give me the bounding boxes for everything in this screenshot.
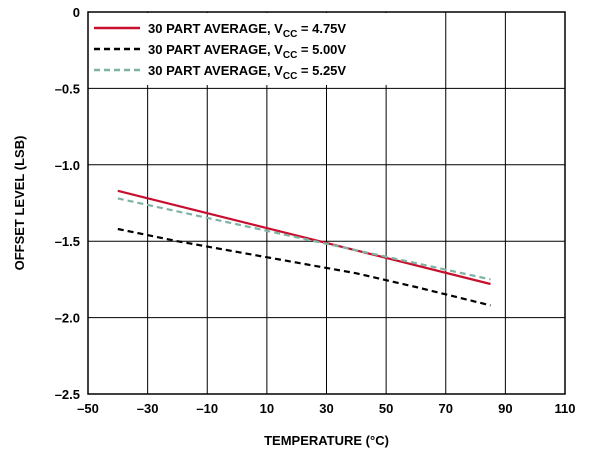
x-tick-label: 70 bbox=[439, 401, 453, 416]
x-tick-label: 30 bbox=[319, 401, 333, 416]
legend-label-subscript: CC bbox=[283, 29, 297, 40]
legend-label-text: 30 PART AVERAGE, V bbox=[148, 21, 283, 36]
y-axis-title: OFFSET LEVEL (LSB) bbox=[12, 136, 27, 271]
legend-label-subscript: CC bbox=[283, 50, 297, 61]
legend-label-text: 30 PART AVERAGE, V bbox=[148, 63, 283, 78]
series-line-1 bbox=[117, 189, 491, 286]
legend-label-2: 30 PART AVERAGE, VCC = 5.00V bbox=[148, 42, 346, 61]
legend-label-3: 30 PART AVERAGE, VCC = 5.25V bbox=[148, 63, 346, 82]
legend-label-value: = 5.25V bbox=[297, 63, 346, 78]
legend-label-value: = 5.00V bbox=[297, 42, 346, 57]
x-tick-label: –50 bbox=[77, 401, 99, 416]
x-tick-label: 110 bbox=[555, 401, 576, 416]
y-tick-labels: 0 –0.5 –1.0 –1.5 –2.0 –2.5 bbox=[55, 5, 80, 402]
legend-label-1: 30 PART AVERAGE, VCC = 4.75V bbox=[148, 21, 346, 40]
chart-series bbox=[117, 189, 491, 307]
legend-background bbox=[89, 13, 415, 85]
x-tick-label: 10 bbox=[260, 401, 274, 416]
y-tick-label: –0.5 bbox=[55, 81, 80, 96]
x-tick-labels: –50 –30 –10 10 30 50 70 90 110 bbox=[77, 401, 575, 416]
x-tick-label: 50 bbox=[379, 401, 393, 416]
y-tick-label: –1.5 bbox=[55, 234, 80, 249]
legend-label-subscript: CC bbox=[283, 71, 297, 82]
x-axis-title: TEMPERATURE (°C) bbox=[264, 433, 389, 448]
series-line-2 bbox=[117, 227, 491, 307]
y-tick-label: –2.5 bbox=[55, 387, 80, 402]
x-tick-label: 90 bbox=[498, 401, 512, 416]
x-tick-label: –30 bbox=[137, 401, 159, 416]
legend-label-text: 30 PART AVERAGE, V bbox=[148, 42, 283, 57]
y-tick-label: 0 bbox=[73, 5, 80, 20]
y-tick-label: –1.0 bbox=[55, 158, 80, 173]
legend-label-value: = 4.75V bbox=[297, 21, 346, 36]
y-tick-label: –2.0 bbox=[55, 311, 80, 326]
series-line-3 bbox=[117, 197, 491, 281]
x-tick-label: –10 bbox=[196, 401, 218, 416]
plot-frame bbox=[87, 11, 566, 395]
